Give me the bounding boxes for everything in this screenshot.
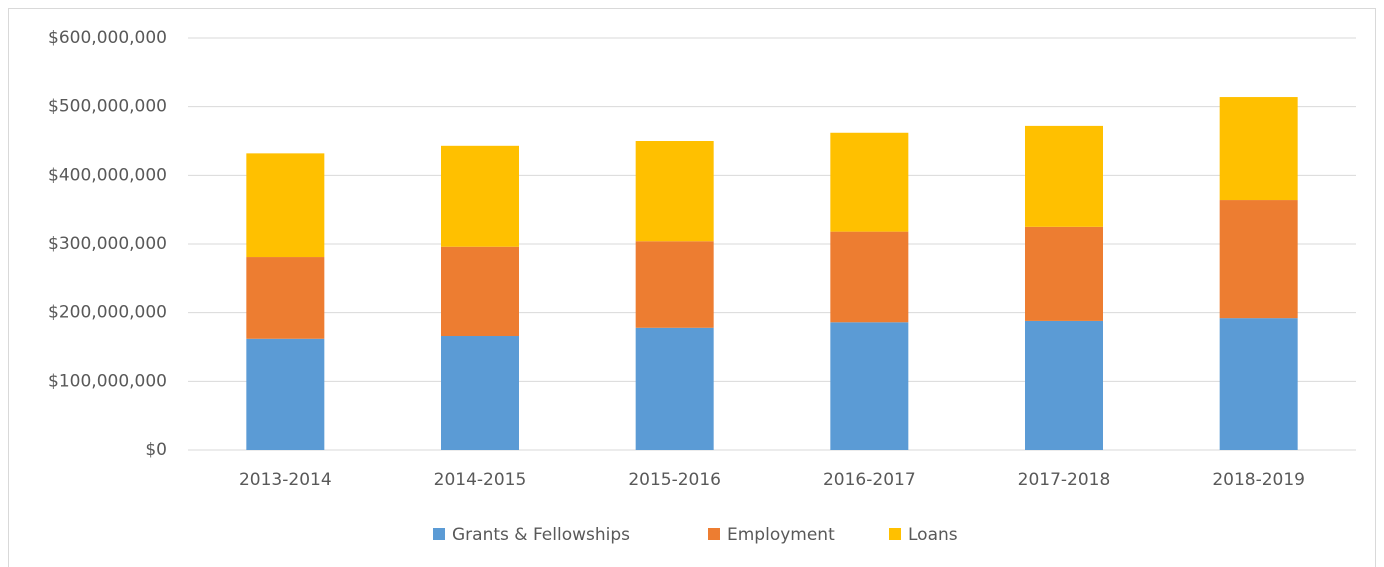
- bar-segment: [246, 257, 325, 339]
- x-tick-label: 2013-2014: [239, 470, 332, 490]
- x-tick-label: 2014-2015: [434, 470, 527, 490]
- x-tick-label: 2018-2019: [1212, 470, 1305, 490]
- bar-segment: [830, 132, 909, 232]
- y-tick-label: $200,000,000: [48, 303, 167, 323]
- y-tick-label: $600,000,000: [48, 28, 167, 48]
- bar-segment: [1219, 200, 1298, 319]
- y-tick-label: $100,000,000: [48, 371, 167, 391]
- y-tick-label: $300,000,000: [48, 234, 167, 254]
- bar-segment: [635, 141, 714, 242]
- bar-segment: [830, 231, 909, 323]
- bar-segment: [246, 153, 325, 258]
- bar-segment: [830, 322, 909, 450]
- legend-swatch: [889, 528, 901, 540]
- y-tick-label: $500,000,000: [48, 97, 167, 117]
- bar-segment: [246, 338, 325, 450]
- x-tick-label: 2017-2018: [1018, 470, 1111, 490]
- bar-segment: [441, 336, 519, 450]
- x-tick-label: 2016-2017: [823, 470, 916, 490]
- bar-segment: [635, 327, 714, 450]
- legend-swatch: [708, 528, 720, 540]
- bar-segment: [1219, 318, 1298, 450]
- legend-swatch: [433, 528, 445, 540]
- bar-segment: [1025, 125, 1103, 227]
- legend-label: Grants & Fellowships: [452, 525, 630, 545]
- x-tick-label: 2015-2016: [628, 470, 721, 490]
- legend-label: Employment: [727, 525, 835, 545]
- bar-segment: [441, 145, 519, 247]
- bar-segment: [1025, 320, 1103, 450]
- bar-segment: [635, 241, 714, 328]
- legend-label: Loans: [908, 525, 958, 545]
- bar-segment: [1025, 226, 1103, 321]
- bar-segment: [441, 246, 519, 337]
- y-tick-label: $0: [145, 440, 167, 460]
- y-tick-label: $400,000,000: [48, 165, 167, 185]
- bar-segment: [1219, 97, 1298, 201]
